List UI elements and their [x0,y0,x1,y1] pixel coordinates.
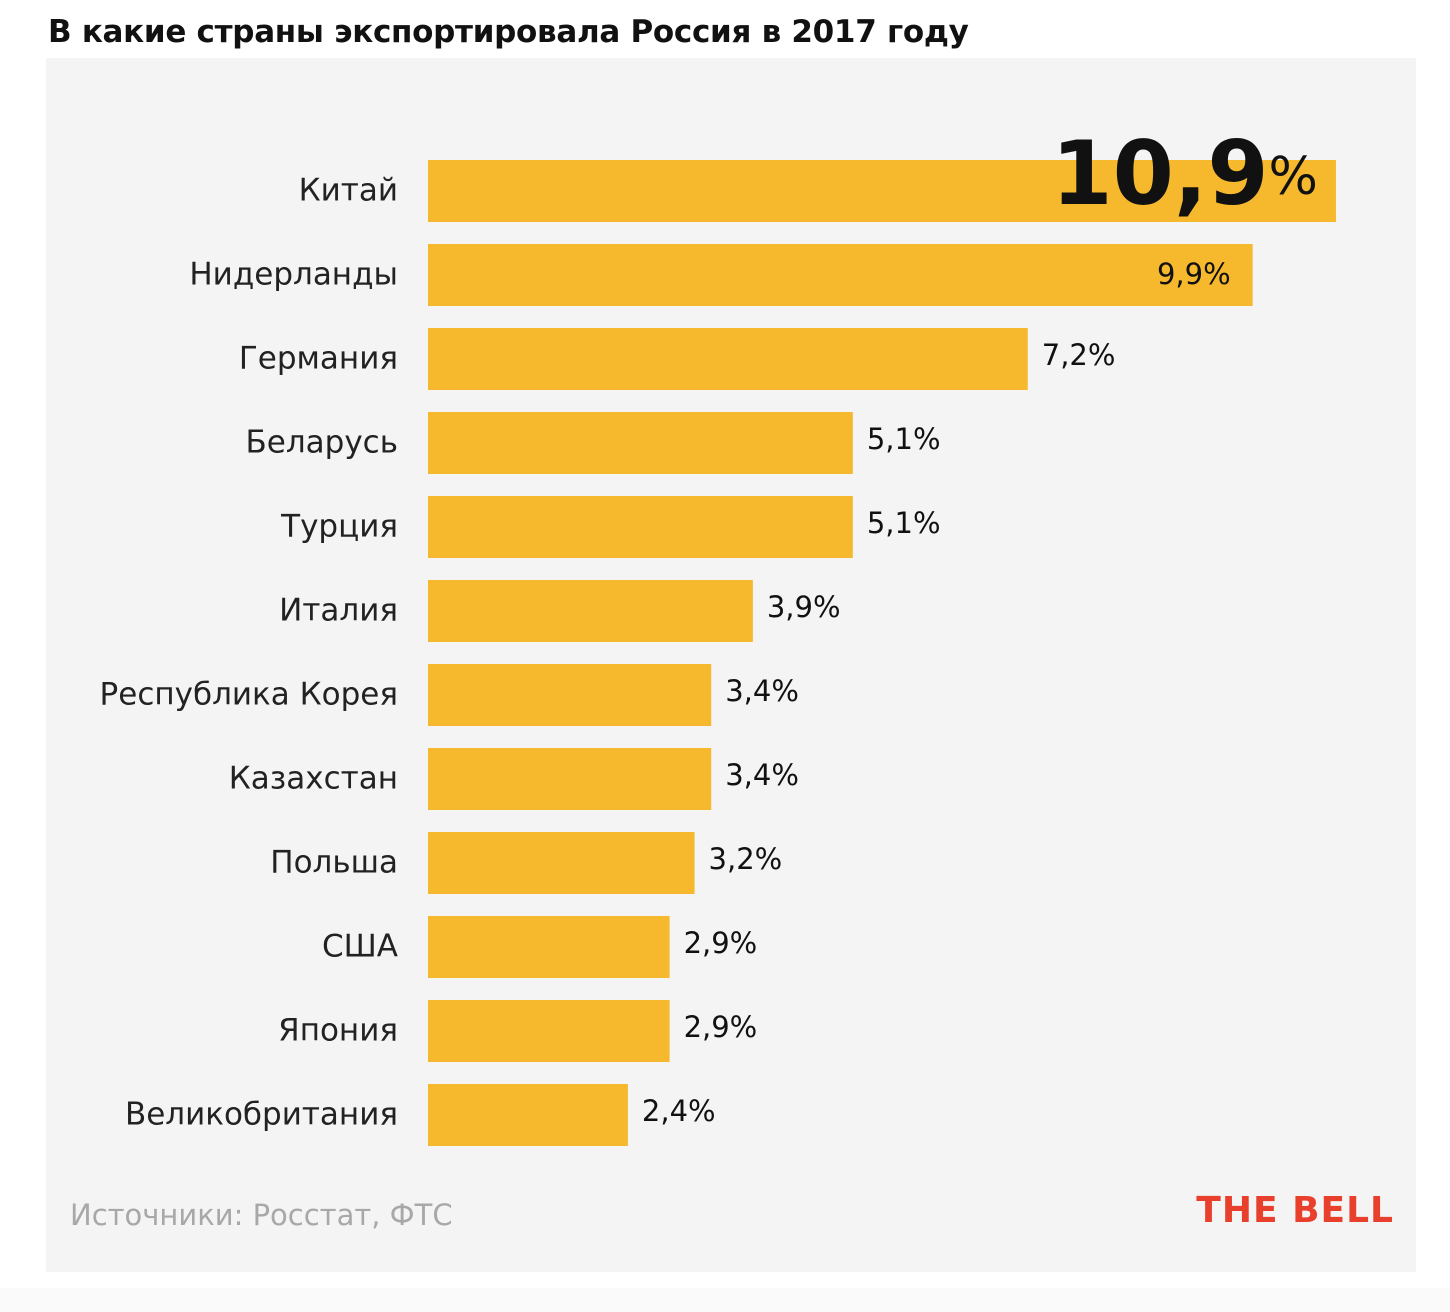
category-label: Германия [239,341,398,377]
bar-1 [428,244,1253,306]
value-label: 3,4% [725,758,799,792]
bar-4 [428,496,853,558]
bar-7 [428,748,712,810]
page-footer-strip [0,1288,1450,1312]
category-label: Республика Корея [100,677,398,713]
source-note: Источники: Росстат, ФТС [70,1198,453,1232]
bar-10 [428,1000,670,1062]
value-label: 10,9% [1051,122,1318,225]
value-label: 3,2% [709,842,783,876]
category-label: Япония [278,1013,398,1049]
category-label: Беларусь [246,425,399,461]
bar-11 [428,1084,628,1146]
bar-2 [428,328,1028,390]
bar-6 [428,664,712,726]
bar-8 [428,832,695,894]
category-label: Великобритания [125,1097,398,1133]
category-label: Турция [280,509,398,545]
category-label: Китай [299,173,398,209]
bar-3 [428,412,853,474]
value-label: 5,1% [867,506,941,540]
value-label: 7,2% [1042,338,1116,372]
page-title: В какие страны экспортировала Россия в 2… [48,14,969,50]
value-label: 2,9% [684,926,758,960]
bar-0 [428,160,1336,222]
value-label: 3,9% [767,590,841,624]
value-label: 2,4% [642,1094,716,1128]
value-label: 2,9% [684,1010,758,1044]
bar-5 [428,580,753,642]
category-label: Польша [270,845,398,881]
value-label: 5,1% [867,422,941,456]
category-label: США [322,929,398,965]
value-label: 3,4% [725,674,799,708]
category-label: Нидерланды [189,257,398,293]
value-label: 9,9% [1157,257,1231,291]
brand-logo: THE BELL [1196,1190,1394,1231]
category-label: Казахстан [229,761,398,797]
category-label: Италия [279,593,398,629]
bar-9 [428,916,670,978]
